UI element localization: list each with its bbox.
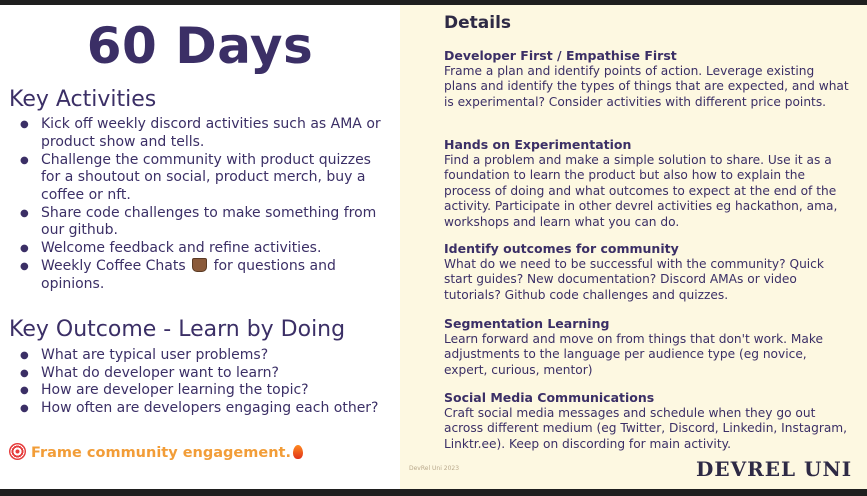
frame-community-callout: Frame community engagement. <box>9 443 303 461</box>
list-item: Kick off weekly discord activities such … <box>20 116 390 151</box>
key-outcome-heading: Key Outcome - Learn by Doing <box>9 317 346 342</box>
list-item: What do developer want to learn? <box>20 365 390 383</box>
frame-line-text: Frame community engagement. <box>31 445 291 461</box>
target-icon <box>9 443 26 460</box>
devrel-uni-logo: DEVREL UNI <box>696 457 853 481</box>
footnote: DevRel Uni 2023 <box>409 465 460 472</box>
detail-body: Learn forward and move on from things th… <box>444 332 824 377</box>
detail-section: Hands on Experimentation Find a problem … <box>444 137 849 230</box>
fire-icon <box>292 445 303 459</box>
detail-heading: Segmentation Learning <box>444 316 610 331</box>
details-heading: Details <box>444 13 512 33</box>
coffee-chats-label: Weekly Coffee Chats <box>41 258 186 274</box>
list-item: What are typical user problems? <box>20 347 390 365</box>
list-item: Welcome feedback and refine activities. <box>20 240 390 258</box>
key-activities-list: Kick off weekly discord activities such … <box>20 116 390 294</box>
list-item: Challenge the community with product qui… <box>20 152 390 205</box>
detail-section: Developer First / Empathise First Frame … <box>444 48 849 110</box>
list-item: How are developer learning the topic? <box>20 382 390 400</box>
detail-body: Find a problem and make a simple solutio… <box>444 153 838 229</box>
list-item: How often are developers engaging each o… <box>20 400 390 418</box>
top-border <box>0 0 867 5</box>
detail-heading: Developer First / Empathise First <box>444 48 677 63</box>
detail-heading: Identify outcomes for community <box>444 241 679 256</box>
detail-heading: Hands on Experimentation <box>444 137 632 152</box>
detail-section: Identify outcomes for community What do … <box>444 241 849 303</box>
detail-section: Segmentation Learning Learn forward and … <box>444 316 849 378</box>
detail-body: Frame a plan and identify points of acti… <box>444 64 849 109</box>
detail-body: What do we need to be successful with th… <box>444 257 824 302</box>
bottom-border <box>0 489 867 496</box>
list-item: Share code challenges to make something … <box>20 205 390 240</box>
page-title: 60 Days <box>86 17 314 75</box>
detail-section: Social Media Communications Craft social… <box>444 390 849 452</box>
detail-heading: Social Media Communications <box>444 390 655 405</box>
detail-body: Craft social media messages and schedule… <box>444 406 848 451</box>
left-panel: 60 Days Key Activities Kick off weekly d… <box>0 5 400 489</box>
key-outcome-list: What are typical user problems? What do … <box>20 347 390 417</box>
right-panel <box>400 5 867 489</box>
list-item: Weekly Coffee Chats for questions and op… <box>20 258 390 293</box>
coffee-icon <box>192 258 208 272</box>
key-activities-heading: Key Activities <box>9 87 157 112</box>
coffee-chats-suffix: for questions and opinions. <box>41 258 336 292</box>
